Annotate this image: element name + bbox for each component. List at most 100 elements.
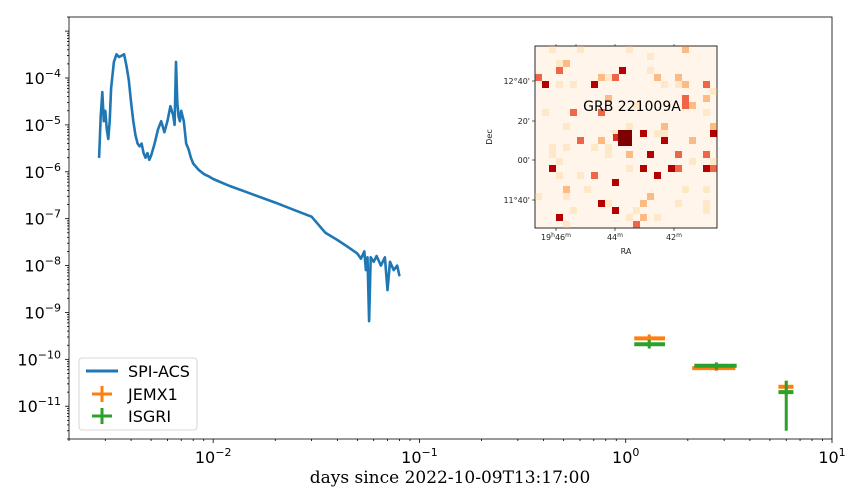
spi-acs-data-point	[101, 91, 103, 93]
x-tick-label: 10−1	[401, 446, 438, 467]
x-tick-label: 100	[612, 446, 639, 467]
spi-acs-data-point	[179, 120, 181, 122]
spi-acs-data-point	[163, 131, 165, 133]
spi-acs-data-point	[183, 120, 185, 122]
spi-acs-data-point	[113, 61, 115, 63]
inset-source	[618, 130, 632, 146]
y-tick-label: 10−9	[24, 301, 61, 322]
inset-pixel	[682, 95, 689, 102]
inset-pixel	[556, 158, 563, 165]
inset-pixel	[563, 186, 570, 193]
spi-acs-data-point	[365, 269, 367, 271]
inset-pixel	[689, 137, 696, 144]
spi-acs-data-point	[336, 239, 338, 241]
inset-pixel	[703, 151, 710, 158]
inset-pixel	[710, 158, 717, 165]
spi-acs-data-point	[212, 178, 214, 180]
inset-pixel	[563, 60, 570, 67]
legend-label-isgri: ISGRI	[128, 407, 171, 426]
inset-pixel	[598, 137, 605, 144]
inset-pixel	[556, 81, 563, 88]
inset-pixel	[605, 200, 612, 207]
spi-acs-data-point	[144, 157, 147, 159]
inset-pixel	[563, 123, 570, 130]
spi-acs-data-point	[324, 232, 327, 234]
inset-pixel	[549, 165, 556, 172]
spi-acs-data-point	[115, 53, 118, 55]
inset-pixel	[626, 165, 633, 172]
errorbar-isgri	[778, 380, 794, 431]
spi-acs-data-point	[172, 114, 174, 116]
spi-acs-data-point	[180, 110, 182, 112]
inset-pixel	[542, 81, 549, 88]
spi-acs-data-point	[310, 216, 313, 218]
inset-image: GRB 221009A 12°40' 20' 00' 11°40' 19h46m 44m…	[485, 44, 718, 256]
inset-pixel	[626, 46, 633, 53]
spi-acs-data-point	[146, 152, 149, 154]
spi-acs-data-point	[141, 142, 143, 145]
inset-pixel	[577, 46, 584, 53]
spi-acs-data-point	[143, 152, 145, 154]
legend-marker-jemx1	[92, 386, 112, 402]
inset-pixel	[605, 144, 612, 151]
inset-pixel	[710, 165, 717, 172]
inset-pixel	[626, 214, 633, 221]
inset-pixel	[633, 207, 640, 214]
spi-acs-data-point	[363, 250, 365, 253]
spi-acs-data-point	[376, 255, 378, 257]
inset-pixel	[563, 221, 570, 228]
spi-acs-data-point	[173, 124, 176, 126]
spi-acs-data-point	[98, 157, 100, 159]
inset-y-axis: 12°40' 20' 00' 11°40'	[503, 77, 535, 205]
inset-x-tick-label: 42m	[666, 232, 682, 242]
inset-pixel	[682, 186, 689, 193]
spi-acs-data-point	[107, 138, 109, 140]
inset-pixel	[598, 74, 605, 81]
spi-acs-data-point	[347, 246, 349, 248]
spi-acs-data-point	[373, 261, 375, 263]
inset-pixel	[584, 186, 591, 193]
inset-pixel	[612, 74, 619, 81]
inset-pixel	[556, 67, 563, 74]
y-tick-label: 10−4	[24, 67, 61, 88]
spi-acs-data-point	[356, 252, 358, 255]
inset-source-halo	[613, 134, 618, 141]
y-tick-label: 10−6	[24, 161, 61, 182]
y-tick-label: 10−5	[24, 114, 61, 135]
inset-pixel	[661, 81, 668, 88]
inset-x-tick-label: 19h46m	[541, 232, 571, 242]
inset-pixel	[675, 165, 682, 172]
inset-pixel	[591, 172, 598, 179]
y-tick-label: 10−7	[24, 208, 61, 229]
y-tick-label: 10−10	[17, 348, 61, 369]
inset-pixel	[612, 179, 619, 186]
spi-acs-data-point	[294, 209, 296, 212]
spi-acs-data-point	[228, 185, 231, 187]
inset-pixel	[654, 172, 661, 179]
spi-acs-data-point	[185, 142, 187, 145]
inset-pixel	[689, 158, 696, 165]
inset-pixel	[640, 130, 647, 137]
spi-acs-data-point	[178, 116, 180, 118]
inset-pixel	[563, 193, 570, 200]
inset-y-tick-label: 11°40'	[503, 196, 530, 205]
spi-acs-data-point	[187, 148, 190, 151]
inset-pixel	[703, 186, 710, 193]
spi-acs-data-point	[160, 120, 162, 122]
plot-frame	[68, 16, 833, 440]
inset-x-label: RA	[621, 247, 632, 256]
spi-acs-data-point	[370, 256, 372, 258]
inset-y-tick-label: 20'	[518, 117, 530, 126]
inset-pixel	[570, 207, 577, 214]
inset-pixel	[675, 151, 682, 158]
spi-acs-data-point	[175, 61, 177, 63]
legend-label-jemx1: JEMX1	[127, 385, 178, 404]
inset-y-tick-label: 12°40'	[503, 77, 530, 86]
spi-acs-data-point	[248, 192, 251, 194]
inset-pixel	[682, 46, 689, 53]
inset-pixel	[661, 130, 668, 137]
inset-pixel	[675, 81, 682, 88]
spi-acs-data-point	[100, 116, 102, 118]
spi-acs-data-point	[109, 120, 111, 122]
